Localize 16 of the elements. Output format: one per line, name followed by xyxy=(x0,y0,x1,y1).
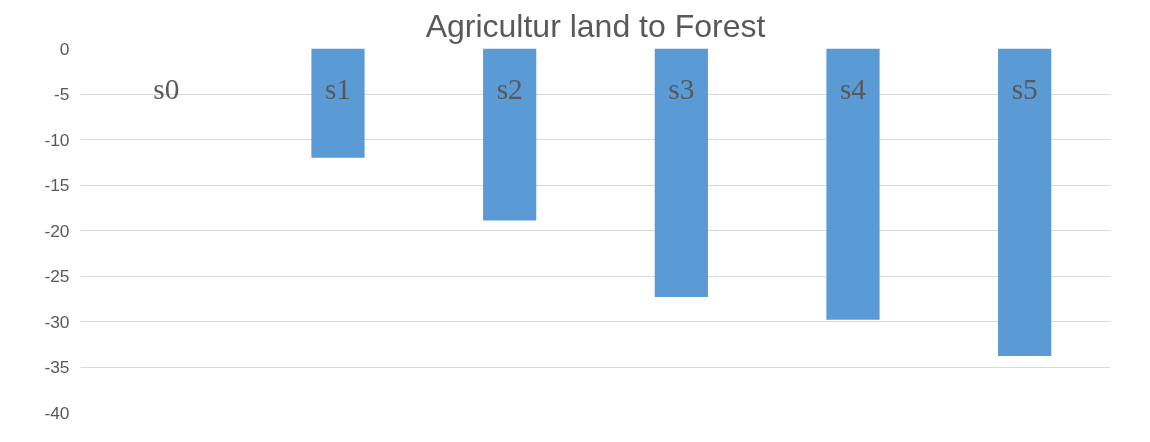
y-tick-label: -20 xyxy=(44,220,70,241)
x-tick-label: s5 xyxy=(1011,72,1038,105)
y-tick-label: -30 xyxy=(44,311,70,332)
x-tick-label: s4 xyxy=(839,72,867,105)
x-tick-label: s2 xyxy=(496,72,523,105)
y-tick-label: -5 xyxy=(54,84,70,104)
x-tick-label: s1 xyxy=(324,72,352,105)
y-tick-label: -40 xyxy=(44,402,70,423)
y-tick-label: -35 xyxy=(44,357,70,377)
y-tick-label: -25 xyxy=(44,266,70,286)
y-tick-label: 0 xyxy=(59,38,70,59)
y-tick-label: -10 xyxy=(44,129,70,150)
x-tick-label: s0 xyxy=(153,72,180,105)
y-tick-label: -15 xyxy=(44,175,70,195)
x-tick-label: s3 xyxy=(668,72,695,105)
chart-title: Agricultur land to Forest xyxy=(425,7,766,44)
